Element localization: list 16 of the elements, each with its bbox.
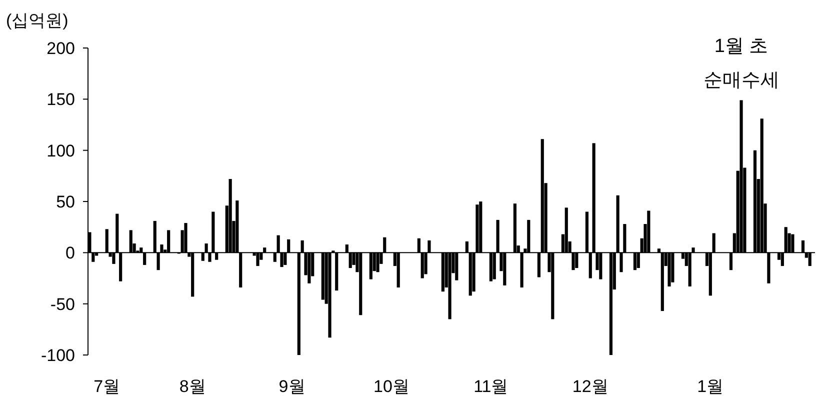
y-tick-label: 200 [46, 39, 75, 58]
y-tick-label: 100 [46, 141, 75, 160]
y-tick-label: 0 [66, 244, 75, 263]
x-tick-label: 7월 [94, 377, 120, 396]
x-tick-label: 8월 [179, 377, 206, 396]
x-tick-label: 10월 [374, 377, 410, 396]
x-tick-label: 11월 [474, 377, 508, 396]
x-tick-label: 1월 [697, 377, 724, 396]
y-axis-title: (십억원) [6, 11, 68, 30]
y-tick-label: 150 [46, 90, 75, 110]
y-tick-label: 50 [56, 192, 75, 212]
annotation: 1월 초 순매수세 [703, 36, 780, 91]
x-tick-label: 12월 [572, 377, 608, 396]
y-tick-label: -50 [50, 294, 75, 314]
y-tick-label: -100 [40, 346, 75, 365]
x-tick-label: 9월 [278, 377, 306, 396]
